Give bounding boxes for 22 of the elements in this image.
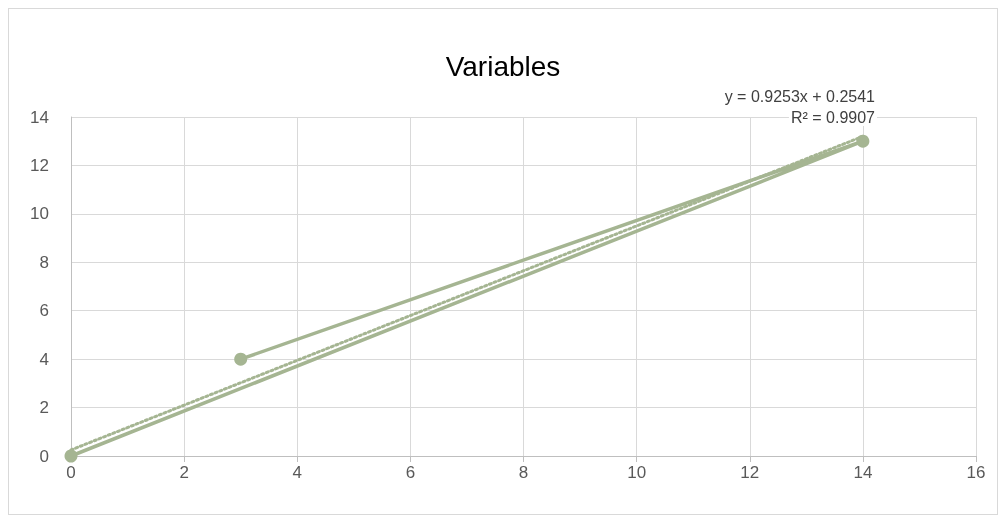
- x-tick-label: 6: [405, 463, 416, 482]
- text: y = 0.9253x + 0.2541: [724, 87, 876, 105]
- point: [64, 449, 78, 463]
- chart-title: Variables: [445, 50, 561, 82]
- y-tick-label: 12: [30, 155, 49, 175]
- y-tick-label: 14: [30, 107, 49, 127]
- y-tick-label: 0: [39, 446, 49, 466]
- y-tick-label: 6: [39, 301, 49, 321]
- x-tick-label: 2: [179, 463, 189, 482]
- x-tick-label: 14: [853, 463, 873, 482]
- x-tick-label: 12: [740, 463, 760, 482]
- x-tick-label: 8: [518, 463, 529, 482]
- x-tick-label: 4: [292, 463, 302, 482]
- y-tick-label: 4: [39, 349, 49, 369]
- y-tick-label: 8: [39, 252, 49, 272]
- y-tick-label: 10: [30, 204, 49, 224]
- x-tick-label: 0: [66, 463, 76, 482]
- annotation: R² = 0.9907: [790, 108, 876, 126]
- point: [234, 352, 248, 366]
- y-tick-label: 2: [39, 398, 49, 418]
- x-tick-label: 10: [627, 463, 647, 482]
- x-tick-label: 16: [966, 463, 986, 482]
